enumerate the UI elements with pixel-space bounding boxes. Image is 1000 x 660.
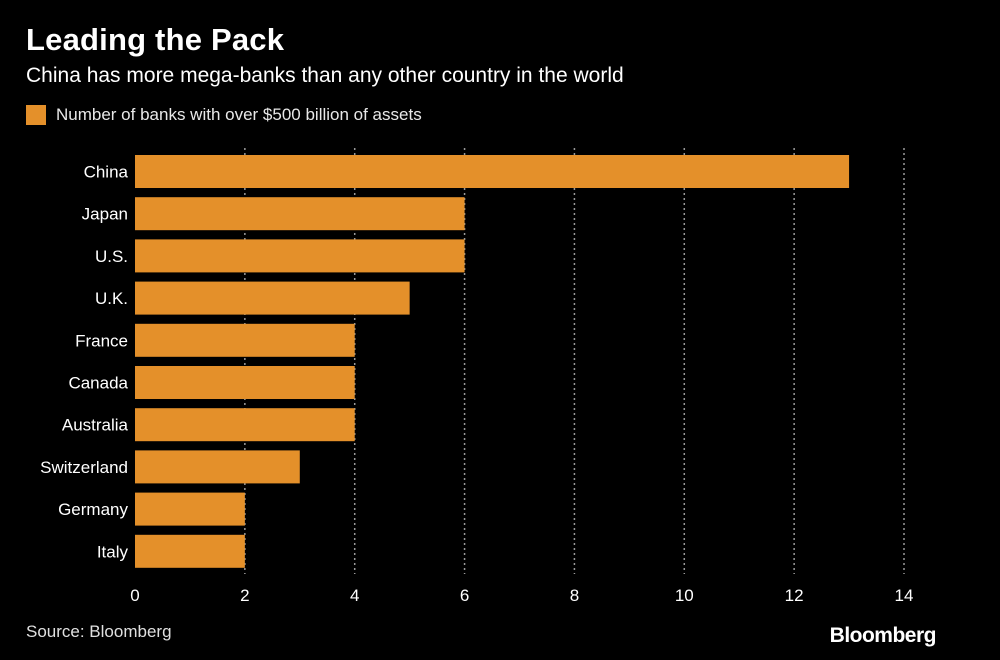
category-label: U.K. <box>95 289 128 308</box>
bar-france <box>135 323 355 357</box>
bar-switzerland <box>135 450 300 484</box>
category-label: Canada <box>68 374 128 393</box>
bar-u-s <box>135 239 465 273</box>
x-tick-label: 4 <box>350 586 359 605</box>
category-label: France <box>75 331 128 350</box>
bar-australia <box>135 408 355 442</box>
legend-swatch <box>26 105 46 125</box>
category-label: Switzerland <box>40 458 128 477</box>
bar-germany <box>135 492 245 526</box>
x-tick-label: 12 <box>785 586 804 605</box>
category-label: China <box>84 163 129 182</box>
legend: Number of banks with over $500 billion o… <box>26 105 422 125</box>
chart-title: Leading the Pack <box>26 22 285 57</box>
legend-label: Number of banks with over $500 billion o… <box>56 105 422 124</box>
category-labels: China Japan U.S. U.K. France Canada Australia S… <box>40 163 128 562</box>
bloomberg-logo: Bloomberg <box>829 624 937 647</box>
bar-canada <box>135 366 355 399</box>
bars <box>135 155 850 568</box>
bar-u-k <box>135 281 410 315</box>
chart-subtitle: China has more mega-banks than any other… <box>26 64 624 87</box>
x-tick-label: 8 <box>570 586 579 605</box>
category-label: U.S. <box>95 247 128 266</box>
x-tick-label: 0 <box>130 586 139 605</box>
x-tick-label: 10 <box>675 586 694 605</box>
category-label: Japan <box>82 205 128 224</box>
x-tick-labels: 0 2 4 6 8 10 12 14 <box>130 586 913 605</box>
category-label: Germany <box>58 500 128 519</box>
bar-japan <box>135 197 465 231</box>
category-label: Italy <box>97 542 129 561</box>
x-tick-label: 2 <box>240 586 249 605</box>
bar-china <box>135 155 850 188</box>
category-label: Australia <box>62 416 129 435</box>
x-tick-label: 6 <box>460 586 469 605</box>
bar-italy <box>135 534 245 568</box>
x-tick-label: 14 <box>895 586 914 605</box>
source-note: Source: Bloomberg <box>26 622 172 641</box>
